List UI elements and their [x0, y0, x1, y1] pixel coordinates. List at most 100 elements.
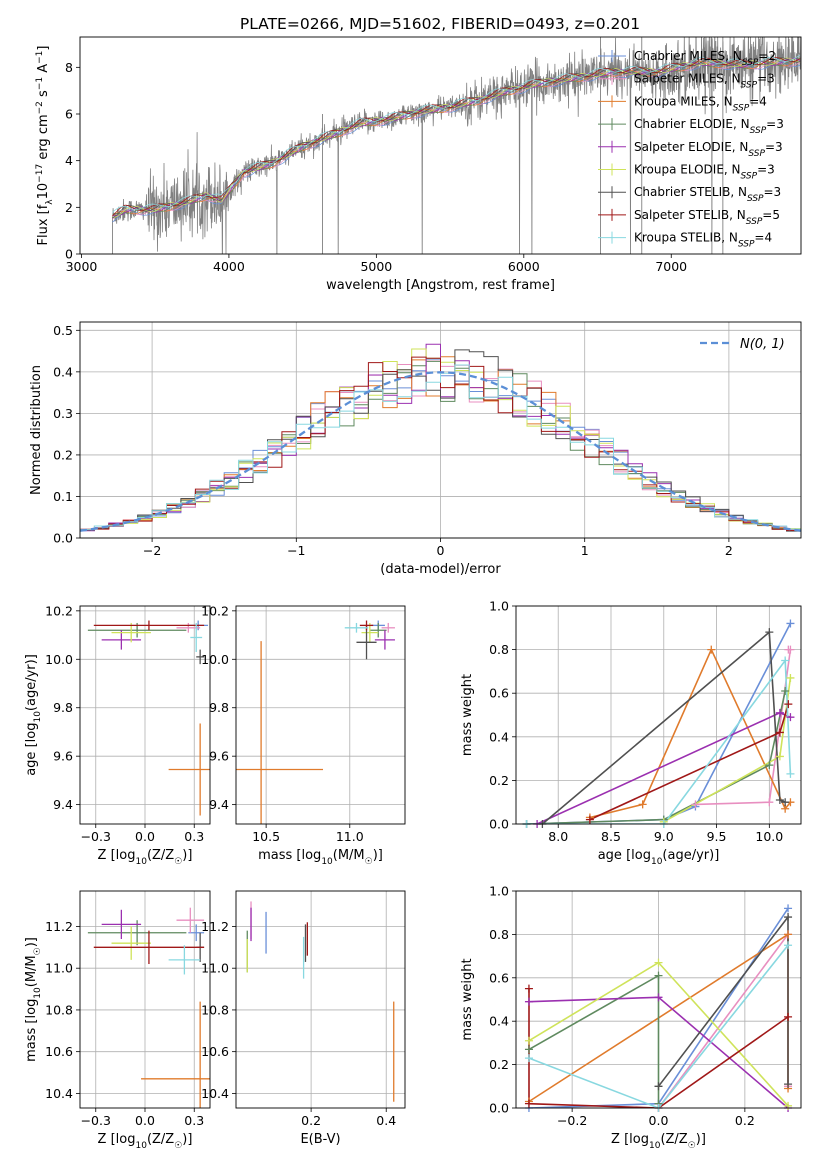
x-tick-label: 0: [437, 543, 445, 558]
series-marker: [765, 628, 774, 637]
y-tick-label: 10.0: [201, 652, 229, 667]
plot-area: [246, 901, 395, 1102]
panel-mass-vs-ebv: 0.2 0.4 10.4 10.6 10.8 11.0 11.2 E(B-V): [201, 890, 406, 1147]
series-marker: [784, 700, 793, 709]
legend-entry: Kroupa STELIB, NSSP=4: [634, 231, 772, 250]
y-tick-label: 0.4: [489, 1014, 509, 1029]
errorbar-point: [93, 930, 205, 965]
series-marker: [765, 798, 774, 807]
axes-frame: [515, 890, 802, 1109]
x-axis-label: age [log10(age/yr)]: [598, 848, 720, 867]
panel-weight-vs-Z: −0.2 0.0 0.2 0.0 0.2 0.4 0.6 0.8 1.0 Z [log10(Z/Z…: [460, 884, 802, 1151]
y-tick-label: 0.5: [53, 323, 73, 338]
x-tick-label: 0.3: [184, 829, 204, 844]
residual-histogram-chabrier-stelib: [80, 349, 801, 532]
series-marker: [524, 1099, 533, 1108]
plot-area: [526, 623, 792, 824]
series-marker: [524, 1045, 533, 1054]
y-tick-label: 11.0: [45, 961, 73, 976]
errorbar-point: [356, 625, 377, 660]
series-line-chabrier-stelib: [657, 914, 789, 1087]
series-marker: [781, 656, 790, 665]
y-tick-label: 0.0: [489, 817, 509, 832]
errorbar-point: [101, 909, 142, 939]
axes-frame: [79, 321, 802, 539]
series-marker: [654, 958, 663, 967]
errorbar-point: [176, 907, 205, 933]
x-tick-label: 9.0: [654, 829, 674, 844]
x-axis-label: Z [log10(Z/Z☉)]: [98, 848, 193, 867]
errorbar-point: [374, 630, 395, 650]
series-marker: [707, 645, 716, 654]
y-axis-label: mass weight: [460, 958, 475, 1040]
x-tick-label: 11.0: [336, 829, 364, 844]
x-tick-label: 9.5: [707, 829, 727, 844]
axes-frame: [515, 605, 802, 825]
legend-entry: Chabrier MILES, NSSP=2: [634, 49, 776, 68]
series-marker: [638, 800, 647, 809]
errorbar-point: [168, 723, 210, 816]
legend-entry: Chabrier ELODIE, NSSP=3: [634, 117, 784, 136]
series-marker: [775, 796, 784, 805]
series-marker: [654, 1082, 663, 1091]
y-tick-label: 1.0: [489, 599, 509, 614]
series-line-chabrier-miles: [526, 623, 792, 824]
x-tick-label: −2: [143, 543, 161, 558]
axes-frame: [79, 890, 211, 1109]
y-tick-label: 10.2: [201, 603, 229, 618]
errorbar-point: [111, 622, 151, 643]
series-marker: [786, 769, 795, 778]
y-tick-label: 10.8: [201, 1002, 229, 1017]
errorbar-point: [141, 1001, 210, 1108]
model-line-kroupa-stelib: [112, 55, 801, 213]
errorbar-point: [381, 622, 395, 633]
errorbar-point: [359, 620, 374, 631]
series-marker: [786, 713, 795, 722]
x-axis-label: (data-model)/error: [380, 562, 501, 577]
legend-entry: N(0, 1): [740, 337, 785, 352]
x-tick-label: 0.0: [135, 1113, 155, 1128]
series-marker: [781, 687, 790, 696]
y-tick-label: 0.3: [53, 406, 73, 421]
panel-residuals: −2 −1 0 1 2 0.0 0.1 0.2 0.3 0.4 0.5 (data-model)/er…: [29, 321, 802, 577]
series-marker: [691, 800, 700, 809]
series-marker: [784, 1080, 793, 1089]
errorbar-point: [236, 641, 324, 824]
plot-area: [236, 620, 395, 824]
x-axis-label: E(B-V): [300, 1132, 340, 1147]
y-axis-label: age [log10(age/yr)]: [24, 654, 43, 776]
series-marker: [524, 984, 533, 993]
x-tick-label: −0.3: [81, 1113, 111, 1128]
y-tick-label: 10.4: [45, 1086, 73, 1101]
y-tick-label: 10.6: [45, 1044, 73, 1059]
errorbar-point: [344, 622, 369, 633]
legend-entry: Salpeter STELIB, NSSP=5: [634, 208, 780, 227]
series-line-kroupa-stelib: [526, 658, 792, 824]
y-tick-label: 0.2: [489, 1057, 509, 1072]
axes-frame: [79, 36, 802, 255]
y-axis-label: mass weight: [460, 674, 475, 756]
x-tick-label: −0.2: [557, 1113, 587, 1128]
y-tick-label: 10.8: [45, 1002, 73, 1017]
y-tick-label: 8: [65, 60, 73, 75]
x-tick-label: 8.5: [601, 829, 621, 844]
series-marker: [786, 619, 795, 628]
x-tick-label: 0.0: [649, 1113, 669, 1128]
y-tick-label: 11.2: [45, 919, 73, 934]
x-tick-label: 6000: [508, 259, 540, 274]
series-marker: [524, 1054, 533, 1063]
x-axis-label: Z [log10(Z/Z☉)]: [98, 1132, 193, 1151]
x-tick-label: 0.4: [376, 1113, 396, 1128]
x-tick-label: 10.5: [252, 829, 280, 844]
x-axis-label: mass [log10(M/M☉)]: [258, 848, 383, 867]
panel-spectrum: 3000 4000 5000 6000 7000 0 2 4 6 8 wavelength [Ang…: [35, 36, 802, 293]
plot-area: [87, 907, 210, 1108]
x-tick-label: 7000: [655, 259, 687, 274]
y-tick-label: 10.0: [45, 652, 73, 667]
series-marker: [784, 1101, 793, 1110]
y-tick-label: 0.6: [489, 970, 509, 985]
y-tick-label: 9.6: [53, 749, 73, 764]
y-tick-label: 10.2: [45, 603, 73, 618]
series-marker: [786, 673, 795, 682]
residual-histogram-kroupa-stelib: [80, 364, 801, 531]
